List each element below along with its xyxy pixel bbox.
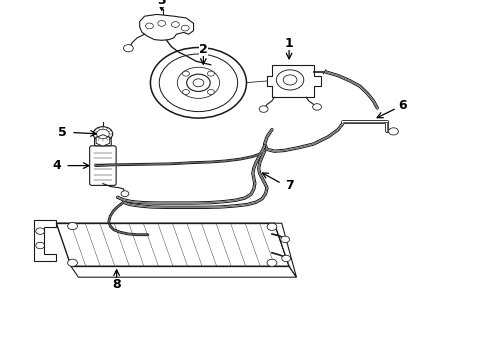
Text: 6: 6 xyxy=(398,99,407,112)
Circle shape xyxy=(281,236,290,243)
FancyBboxPatch shape xyxy=(90,146,116,185)
Circle shape xyxy=(183,89,190,94)
Circle shape xyxy=(389,128,398,135)
Polygon shape xyxy=(96,135,110,146)
Text: 1: 1 xyxy=(285,37,294,50)
Text: 5: 5 xyxy=(58,126,67,139)
Circle shape xyxy=(150,48,246,118)
Circle shape xyxy=(267,259,277,266)
Circle shape xyxy=(93,127,113,141)
FancyBboxPatch shape xyxy=(95,134,111,146)
Text: 8: 8 xyxy=(112,278,121,291)
Text: 2: 2 xyxy=(199,43,208,56)
Circle shape xyxy=(282,255,291,262)
Circle shape xyxy=(183,71,190,76)
Circle shape xyxy=(68,222,77,230)
Circle shape xyxy=(267,223,277,230)
Circle shape xyxy=(121,191,129,197)
Circle shape xyxy=(259,106,268,112)
Circle shape xyxy=(187,74,210,91)
Polygon shape xyxy=(56,223,289,266)
Circle shape xyxy=(283,75,297,85)
Circle shape xyxy=(193,79,204,87)
Circle shape xyxy=(68,259,77,266)
Text: 7: 7 xyxy=(285,179,294,192)
Circle shape xyxy=(207,89,214,94)
Text: 4: 4 xyxy=(52,159,61,172)
Polygon shape xyxy=(274,223,296,277)
Polygon shape xyxy=(71,266,296,277)
Text: 3: 3 xyxy=(157,0,166,7)
Polygon shape xyxy=(267,65,321,97)
Circle shape xyxy=(313,104,321,110)
Polygon shape xyxy=(140,14,194,40)
Circle shape xyxy=(123,45,133,52)
Polygon shape xyxy=(34,220,56,261)
Circle shape xyxy=(207,71,214,76)
